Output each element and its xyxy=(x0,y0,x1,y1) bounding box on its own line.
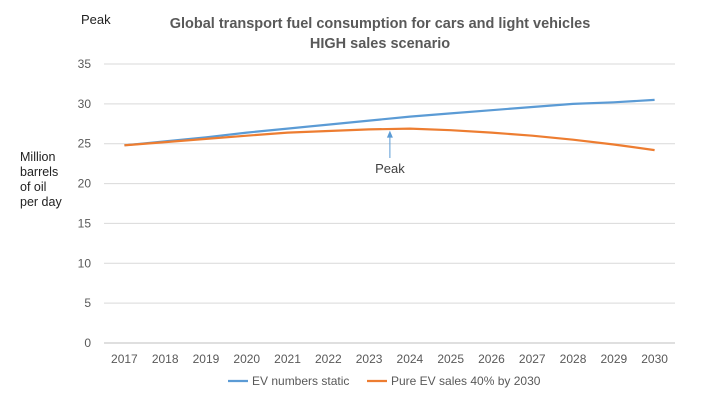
chart-title-line2: HIGH sales scenario xyxy=(309,36,451,52)
peak-annotation: Peak xyxy=(375,130,405,176)
legend-label-2: Pure EV sales 40% by 2030 xyxy=(391,374,541,388)
x-tick-label: 2018 xyxy=(152,352,179,366)
gridlines xyxy=(104,63,675,344)
y-axis-label: Million barrels of oil per day xyxy=(20,150,62,210)
x-tick-label: 2021 xyxy=(274,352,301,366)
y-axis-label-line: barrels xyxy=(20,165,59,179)
x-tick-label: 2024 xyxy=(397,352,424,366)
legend: EV numbers static Pure EV sales 40% by 20… xyxy=(228,374,541,388)
y-tick-labels: 0 5 10 15 20 25 30 35 xyxy=(78,57,92,350)
y-tick-label: 20 xyxy=(78,177,92,191)
x-tick-label: 2020 xyxy=(233,352,260,366)
series-line-1 xyxy=(124,98,655,147)
chart-title-line1: Global transport fuel consumption for ca… xyxy=(169,16,591,32)
x-tick-labels: 2017 2018 2019 2020 2021 2022 2023 2024 2025 2026… xyxy=(111,352,668,366)
y-axis-label-line: Million xyxy=(20,150,56,164)
series-line-2 xyxy=(124,127,655,152)
x-tick-label: 2029 xyxy=(600,352,627,366)
series-lines xyxy=(124,98,655,152)
x-tick-label: 2025 xyxy=(437,352,464,366)
y-axis-label-line: per day xyxy=(20,195,62,209)
y-tick-label: 30 xyxy=(78,97,92,111)
y-axis-label-line: of oil xyxy=(20,180,47,194)
x-tick-label: 2030 xyxy=(641,352,668,366)
y-tick-label: 10 xyxy=(78,256,92,270)
x-tick-label: 2019 xyxy=(193,352,220,366)
x-tick-label: 2017 xyxy=(111,352,138,366)
y-tick-label: 25 xyxy=(78,137,92,151)
annotation-text: Peak xyxy=(375,161,405,176)
y-tick-label: 0 xyxy=(84,336,91,350)
x-tick-label: 2026 xyxy=(478,352,505,366)
x-tick-label: 2028 xyxy=(560,352,587,366)
y-tick-label: 15 xyxy=(78,216,92,230)
x-tick-label: 2022 xyxy=(315,352,342,366)
x-tick-label: 2023 xyxy=(356,352,383,366)
x-tick-label: 2027 xyxy=(519,352,546,366)
corner-peak-label: Peak xyxy=(81,12,111,27)
legend-label-1: EV numbers static xyxy=(252,374,349,388)
y-tick-label: 35 xyxy=(78,57,92,71)
chart-title: Global transport fuel consumption for ca… xyxy=(110,14,650,54)
y-tick-label: 5 xyxy=(84,296,91,310)
annotation-arrowhead xyxy=(386,130,393,138)
